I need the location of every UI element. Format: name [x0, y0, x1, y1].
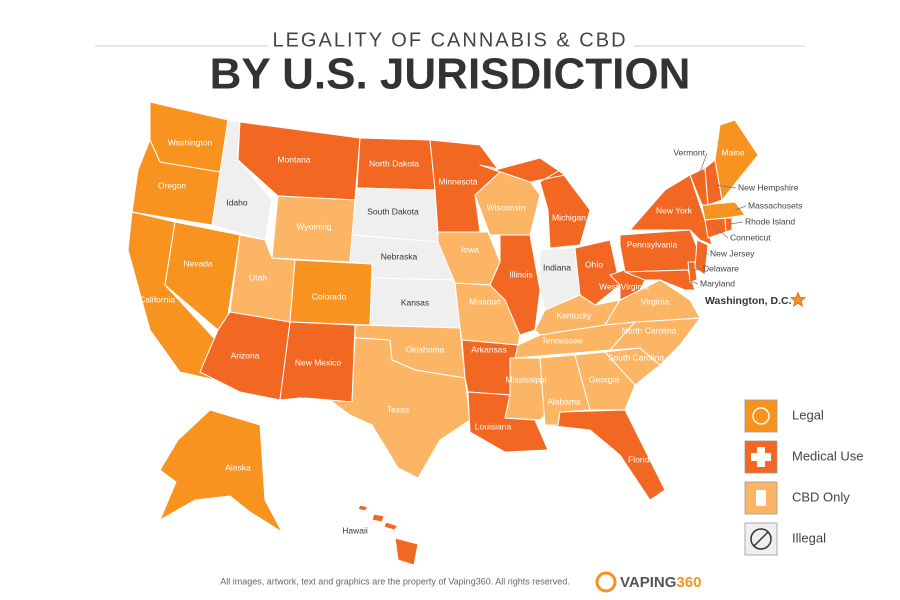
state-label: Maryland — [700, 278, 735, 288]
state-label: Nebraska — [381, 251, 418, 261]
state-label: Arkansas — [471, 344, 506, 354]
state-label: Kentucky — [557, 310, 593, 320]
state-label: Conneticut — [730, 232, 771, 242]
map — [127, 101, 807, 566]
state-label: Florida — [628, 454, 654, 464]
leader-line — [687, 279, 699, 285]
state-label: Texas — [387, 404, 409, 414]
state — [429, 139, 501, 233]
state-label: Kansas — [401, 297, 429, 307]
state — [714, 119, 759, 201]
legend-label: Medical Use — [792, 448, 864, 463]
state-label: Hawaii — [342, 525, 368, 535]
state-label: Missouri — [469, 296, 501, 306]
state-label: Montana — [277, 154, 310, 164]
state-label: Massachusets — [748, 200, 802, 210]
legend: Legal Medical Use CBD Only Illegal — [744, 399, 864, 556]
state-label: North Carolina — [622, 325, 677, 335]
leader-line — [693, 268, 702, 271]
state-label: Oregon — [158, 180, 187, 190]
district-star — [789, 291, 807, 308]
state — [574, 239, 621, 306]
state-label: Washington, D.C. — [705, 295, 792, 307]
state-label: South Dakota — [367, 206, 419, 216]
state-label: Pennsylvania — [627, 239, 678, 249]
legend-label: Illegal — [792, 530, 826, 545]
labels: Washington Oregon California Nevada Idaho Mon… — [139, 137, 802, 535]
leader-line — [697, 152, 708, 179]
state-label: Mississippi — [505, 374, 546, 384]
state-label: Indiana — [543, 262, 571, 272]
state-label: Wyoming — [296, 221, 332, 231]
state-label: Michigan — [552, 212, 586, 222]
legend-icon — [751, 447, 771, 467]
state-label: West Virginia — [599, 281, 649, 291]
state-label: New Jersey — [710, 248, 755, 258]
state — [704, 217, 727, 239]
leader-line — [734, 205, 747, 211]
state-label: Iowa — [461, 244, 479, 254]
logo-mark — [595, 571, 617, 593]
title: BY U.S. JURISDICTION — [210, 50, 691, 99]
logo: VAPING360 — [595, 571, 701, 593]
leader-line — [715, 184, 737, 189]
state-label: Ohio — [585, 259, 603, 269]
state-label: Alabama — [547, 396, 581, 406]
state-label: Idaho — [226, 197, 248, 207]
state — [694, 239, 709, 276]
state-label: Delaware — [703, 263, 739, 273]
state-label: Oklahoma — [406, 344, 445, 354]
state-label: Wisconsin — [487, 202, 526, 212]
state-label: Louisiana — [475, 421, 512, 431]
state — [701, 201, 746, 221]
state — [574, 351, 636, 411]
state — [504, 357, 546, 421]
state — [304, 337, 471, 479]
state-label: Alaska — [225, 462, 251, 472]
state — [489, 234, 541, 336]
legend-icon — [750, 528, 772, 550]
state — [494, 157, 591, 249]
logo-brand: VAPING — [620, 574, 676, 591]
state-label: New Hempshire — [738, 182, 799, 192]
state-label: Minnesota — [438, 176, 477, 186]
legend-icon — [752, 407, 770, 425]
state — [159, 409, 283, 533]
state-label: California — [139, 294, 175, 304]
logo-text: VAPING360 — [620, 574, 701, 591]
leader-line — [729, 221, 744, 225]
state-label: Tennessee — [541, 335, 582, 345]
state-label: Georgia — [589, 374, 620, 384]
state-label: Utah — [249, 272, 267, 282]
state — [724, 217, 733, 233]
leader-line — [715, 227, 729, 239]
state-label: Virginia — [641, 296, 669, 306]
state-label: Colorado — [312, 291, 347, 301]
state-label: Illinois — [509, 269, 533, 279]
legend-icon — [756, 490, 766, 506]
state-label: Vermont — [673, 147, 705, 157]
state-label: Rhode Island — [745, 216, 795, 226]
state-label: South Carolina — [608, 352, 665, 362]
state — [357, 504, 419, 566]
state-label: Arizona — [231, 350, 260, 360]
state — [624, 269, 696, 291]
legend-label: CBD Only — [792, 489, 850, 504]
footer: All images, artwork, text and graphics a… — [220, 576, 570, 586]
supertitle: LEGALITY OF CANNABIS & CBD — [272, 29, 627, 51]
logo-suffix: 360 — [676, 574, 701, 591]
state-label: Maine — [721, 147, 744, 157]
state-label: North Dakota — [369, 158, 419, 168]
state-label: Nevada — [183, 258, 213, 268]
state-label: Washington — [168, 137, 213, 147]
state-label: New York — [656, 205, 693, 215]
legend-icon — [753, 531, 769, 547]
state — [544, 409, 666, 501]
legend-swatch — [744, 399, 778, 433]
legend-label: Legal — [792, 407, 824, 422]
state-label: New Mexico — [295, 357, 342, 367]
